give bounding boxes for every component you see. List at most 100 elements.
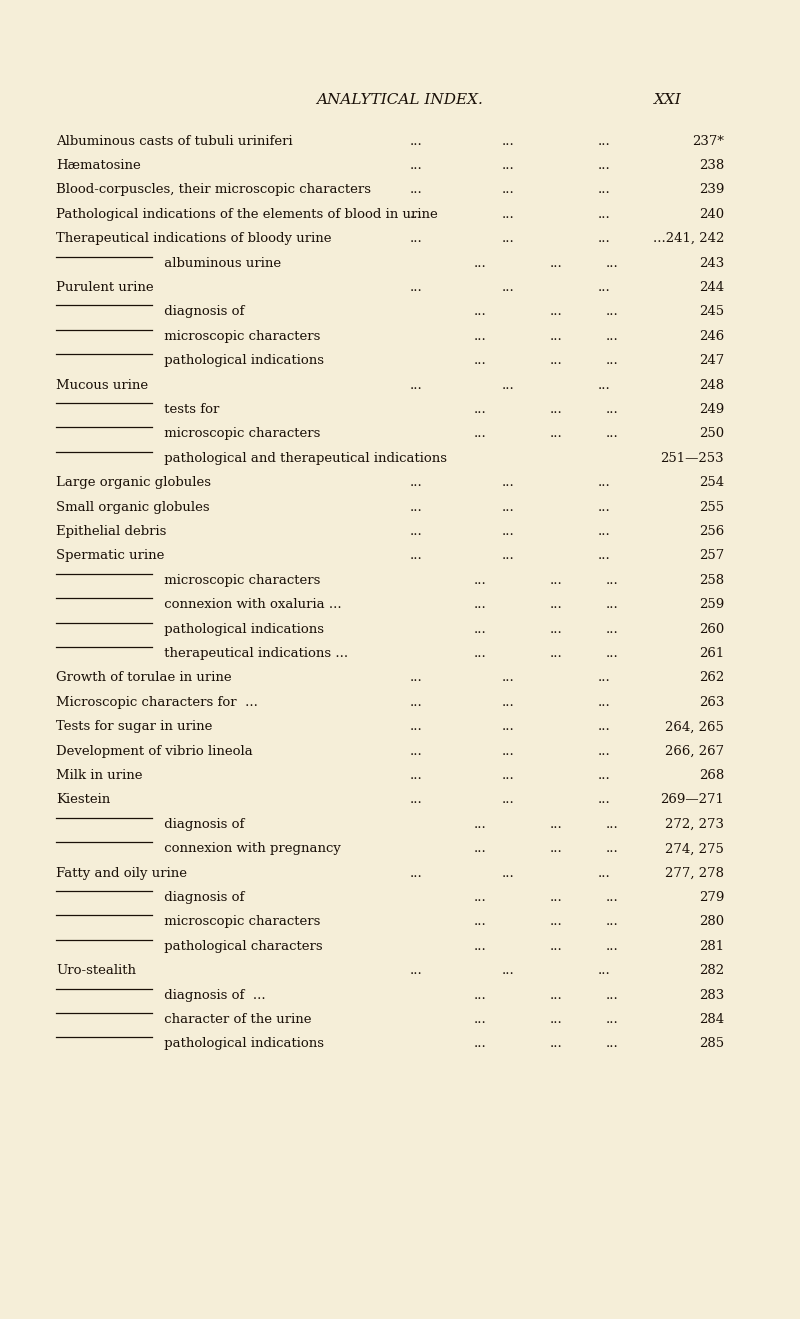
Text: Development of vibrio lineola: Development of vibrio lineola <box>56 745 253 757</box>
Text: ...: ... <box>598 696 610 708</box>
Text: Small organic globules: Small organic globules <box>56 501 210 513</box>
Text: ...: ... <box>502 135 514 148</box>
Text: 259: 259 <box>698 599 724 611</box>
Text: ...: ... <box>606 818 618 831</box>
Text: pathological indications: pathological indications <box>160 623 324 636</box>
Text: ...: ... <box>598 232 610 245</box>
Text: ...: ... <box>598 867 610 880</box>
Text: 244: 244 <box>699 281 724 294</box>
Text: 284: 284 <box>699 1013 724 1026</box>
Text: ...: ... <box>550 1038 562 1050</box>
Text: pathological characters: pathological characters <box>160 940 322 952</box>
Text: ...: ... <box>502 160 514 171</box>
Text: 279: 279 <box>698 892 724 904</box>
Text: albuminous urine: albuminous urine <box>160 257 281 269</box>
Text: 262: 262 <box>698 671 724 685</box>
Text: ...: ... <box>410 550 422 562</box>
Text: ...: ... <box>474 648 486 660</box>
Text: ...: ... <box>474 1038 486 1050</box>
Text: ...: ... <box>598 769 610 782</box>
Text: ...: ... <box>410 671 422 685</box>
Text: 261: 261 <box>698 648 724 660</box>
Text: ...: ... <box>410 379 422 392</box>
Text: ...: ... <box>606 623 618 636</box>
Text: Purulent urine: Purulent urine <box>56 281 154 294</box>
Text: ...: ... <box>550 306 562 318</box>
Text: ...: ... <box>550 818 562 831</box>
Text: 255: 255 <box>699 501 724 513</box>
Text: ...: ... <box>474 599 486 611</box>
Text: connexion with oxaluria ...: connexion with oxaluria ... <box>160 599 342 611</box>
Text: ...: ... <box>550 599 562 611</box>
Text: ...: ... <box>474 1013 486 1026</box>
Text: ...241, 242: ...241, 242 <box>653 232 724 245</box>
Text: diagnosis of: diagnosis of <box>160 818 244 831</box>
Text: 250: 250 <box>699 427 724 441</box>
Text: ...: ... <box>606 940 618 952</box>
Text: ...: ... <box>550 989 562 1001</box>
Text: ...: ... <box>502 232 514 245</box>
Text: 266, 267: 266, 267 <box>665 745 724 757</box>
Text: ...: ... <box>502 720 514 733</box>
Text: ...: ... <box>598 208 610 220</box>
Text: ...: ... <box>598 281 610 294</box>
Text: ...: ... <box>606 355 618 367</box>
Text: ...: ... <box>598 745 610 757</box>
Text: Fatty and oily urine: Fatty and oily urine <box>56 867 187 880</box>
Text: ...: ... <box>502 525 514 538</box>
Text: 251—253: 251—253 <box>660 452 724 464</box>
Text: ...: ... <box>502 281 514 294</box>
Text: diagnosis of: diagnosis of <box>160 892 244 904</box>
Text: ...: ... <box>410 745 422 757</box>
Text: 256: 256 <box>698 525 724 538</box>
Text: XXI: XXI <box>654 94 682 107</box>
Text: Large organic globules: Large organic globules <box>56 476 211 489</box>
Text: ...: ... <box>502 550 514 562</box>
Text: ...: ... <box>502 476 514 489</box>
Text: Spermatic urine: Spermatic urine <box>56 550 164 562</box>
Text: 274, 275: 274, 275 <box>665 843 724 855</box>
Text: ...: ... <box>550 257 562 269</box>
Text: ...: ... <box>410 183 422 197</box>
Text: 254: 254 <box>699 476 724 489</box>
Text: ...: ... <box>474 330 486 343</box>
Text: Pathological indications of the elements of blood in urine: Pathological indications of the elements… <box>56 208 438 220</box>
Text: Kiestein: Kiestein <box>56 794 110 806</box>
Text: connexion with pregnancy: connexion with pregnancy <box>160 843 341 855</box>
Text: ...: ... <box>606 599 618 611</box>
Text: 239: 239 <box>698 183 724 197</box>
Text: ...: ... <box>410 720 422 733</box>
Text: ...: ... <box>606 892 618 904</box>
Text: ...: ... <box>550 355 562 367</box>
Text: ...: ... <box>550 915 562 929</box>
Text: ...: ... <box>598 550 610 562</box>
Text: ...: ... <box>598 183 610 197</box>
Text: ...: ... <box>606 989 618 1001</box>
Text: ...: ... <box>474 427 486 441</box>
Text: ...: ... <box>598 476 610 489</box>
Text: ...: ... <box>606 915 618 929</box>
Text: 285: 285 <box>699 1038 724 1050</box>
Text: ...: ... <box>502 671 514 685</box>
Text: ...: ... <box>410 769 422 782</box>
Text: pathological indications: pathological indications <box>160 1038 324 1050</box>
Text: 237*: 237* <box>692 135 724 148</box>
Text: Albuminous casts of tubuli uriniferi: Albuminous casts of tubuli uriniferi <box>56 135 293 148</box>
Text: ...: ... <box>598 671 610 685</box>
Text: Epithelial debris: Epithelial debris <box>56 525 166 538</box>
Text: pathological indications: pathological indications <box>160 355 324 367</box>
Text: ...: ... <box>410 501 422 513</box>
Text: Tests for sugar in urine: Tests for sugar in urine <box>56 720 212 733</box>
Text: 264, 265: 264, 265 <box>665 720 724 733</box>
Text: 247: 247 <box>698 355 724 367</box>
Text: ANALYTICAL INDEX.: ANALYTICAL INDEX. <box>317 94 483 107</box>
Text: 238: 238 <box>698 160 724 171</box>
Text: ...: ... <box>410 476 422 489</box>
Text: ...: ... <box>606 574 618 587</box>
Text: therapeutical indications ...: therapeutical indications ... <box>160 648 348 660</box>
Text: ...: ... <box>502 745 514 757</box>
Text: ...: ... <box>474 623 486 636</box>
Text: ...: ... <box>474 818 486 831</box>
Text: microscopic characters: microscopic characters <box>160 330 320 343</box>
Text: ...: ... <box>474 306 486 318</box>
